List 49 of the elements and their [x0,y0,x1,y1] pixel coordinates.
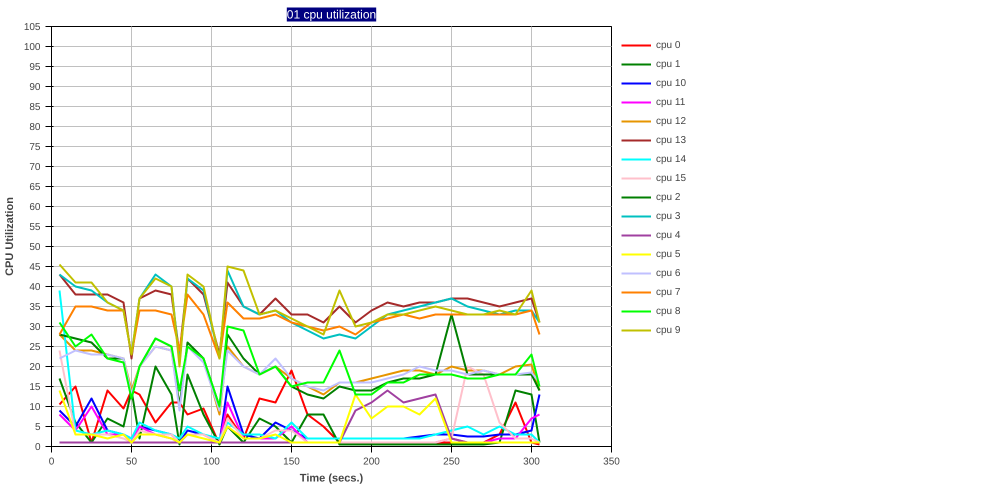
y-tick-label: 30 [29,322,41,333]
x-tick-label: 150 [283,456,300,468]
legend-label: cpu 3 [656,210,682,224]
y-tick-label: 60 [29,202,41,213]
legend-label: cpu 13 [656,134,688,148]
legend-label: cpu 12 [656,114,688,128]
legend-label: cpu 11 [656,96,686,110]
y-tick-label: 20 [29,362,41,373]
x-tick-label: 350 [603,456,620,468]
y-tick-label: 105 [24,22,41,33]
y-tick-label: 55 [29,222,41,233]
y-tick-label: 35 [29,302,41,313]
y-tick-label: 45 [29,262,41,273]
y-tick-label: 65 [29,182,41,193]
y-tick-label: 40 [29,282,41,293]
x-tick-label: 50 [126,456,138,468]
x-tick-label: 300 [523,456,540,468]
legend-label: cpu 2 [656,190,682,204]
legend-label: cpu 6 [656,266,682,280]
y-tick-label: 25 [29,342,41,353]
y-tick-label: 80 [29,122,41,133]
x-tick-label: 100 [203,456,220,468]
legend-label: cpu 0 [656,38,682,52]
y-tick-label: 50 [29,242,41,253]
y-tick-label: 75 [29,142,41,153]
x-tick-label: 0 [48,456,55,468]
y-tick-label: 0 [34,442,41,453]
x-tick-label: 250 [443,456,460,468]
y-tick-label: 85 [29,102,41,113]
y-tick-label: 10 [29,402,41,413]
legend-label: cpu 7 [656,286,682,300]
y-tick-label: 5 [34,422,41,433]
y-tick-label: 95 [29,62,41,73]
legend-label: cpu 9 [656,324,682,338]
legend-label: cpu 5 [656,248,682,262]
legend-label: cpu 10 [656,76,688,90]
legend-label: cpu 8 [656,304,682,318]
y-tick-label: 90 [29,82,41,93]
x-tick-label: 200 [363,456,380,468]
y-tick-label: 15 [29,382,41,393]
y-tick-label: 70 [29,162,41,173]
chart-title: 01 cpu utilization [286,8,376,22]
legend-label: cpu 1 [656,58,682,72]
y-tick-label: 100 [24,42,41,53]
legend-label: cpu 15 [656,172,688,186]
legend-label: cpu 4 [656,228,682,242]
legend-label: cpu 14 [656,152,688,166]
x-axis-title: Time (secs.) [300,472,364,484]
y-axis-title: CPU Utilization [4,196,16,276]
